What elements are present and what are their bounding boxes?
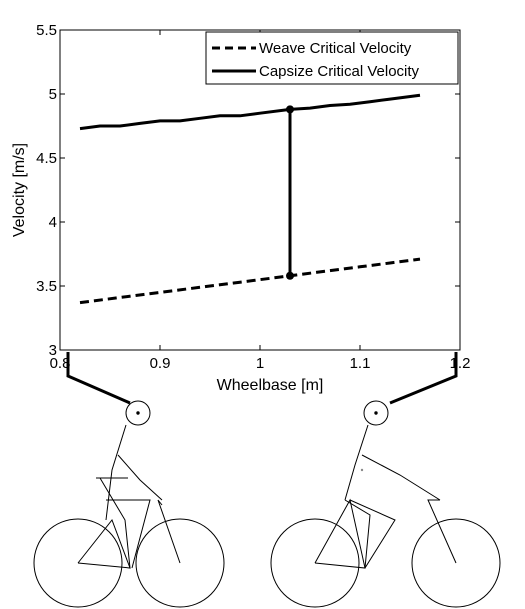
rider-leg-2 xyxy=(349,499,396,569)
hip-dot xyxy=(360,468,364,472)
head-dot xyxy=(374,411,378,415)
frame xyxy=(77,518,131,569)
x-tick-label: 0.8 xyxy=(50,355,71,372)
bicycle-long-wheelbase-illustration xyxy=(270,400,501,608)
rear-wheel xyxy=(33,518,123,608)
front-wheel xyxy=(411,518,501,608)
connector-right xyxy=(389,352,458,405)
x-tick-label: 1.1 xyxy=(350,355,371,372)
legend: Weave Critical Velocity Capsize Critical… xyxy=(205,31,459,85)
rider-head xyxy=(363,400,389,426)
rear-wheel xyxy=(270,518,360,608)
x-tick-label: 0.9 xyxy=(150,355,171,372)
annotation-layer xyxy=(286,105,294,280)
y-tick-label: 3 xyxy=(49,342,57,359)
rider-leg-1 xyxy=(344,499,371,569)
legend-box xyxy=(205,31,459,85)
series-weave-line xyxy=(79,257,421,305)
x-tick-label: 1 xyxy=(256,355,264,372)
connector-lines xyxy=(66,352,458,405)
rider-arm xyxy=(361,454,441,501)
y-tick-label: 4 xyxy=(49,214,57,231)
y-tick-label: 4.5 xyxy=(36,150,57,167)
frame xyxy=(314,498,366,569)
y-axis-label: Velocity [m/s] xyxy=(11,143,28,237)
rider-body xyxy=(344,424,369,501)
x-axis-label: Wheelbase [m] xyxy=(217,377,324,394)
bicycle-short-wheelbase-illustration xyxy=(33,400,225,608)
connector-left xyxy=(66,352,131,405)
rider-leg-2 xyxy=(106,499,151,569)
marker-weave-point xyxy=(286,271,294,280)
rider-arm xyxy=(117,454,163,501)
fork xyxy=(427,499,457,564)
marker-capsize-point xyxy=(286,105,294,114)
head-dot xyxy=(136,411,140,415)
series-layer xyxy=(79,93,421,305)
y-axis: 3 3.5 4 4.5 5 5.5 xyxy=(36,22,460,359)
y-tick-label: 5.5 xyxy=(36,22,57,39)
rider-leg-1 xyxy=(99,477,131,569)
y-tick-label: 3.5 xyxy=(36,278,57,295)
rider-head xyxy=(125,400,151,426)
y-tick-label: 5 xyxy=(49,86,57,103)
x-tick-label: 1.2 xyxy=(450,355,471,372)
legend-label-capsize: Capsize Critical Velocity xyxy=(259,63,420,80)
fork xyxy=(157,499,181,564)
front-wheel xyxy=(135,518,225,608)
legend-label-weave: Weave Critical Velocity xyxy=(259,40,412,57)
series-capsize-line xyxy=(79,93,421,131)
rider-body xyxy=(105,424,127,521)
